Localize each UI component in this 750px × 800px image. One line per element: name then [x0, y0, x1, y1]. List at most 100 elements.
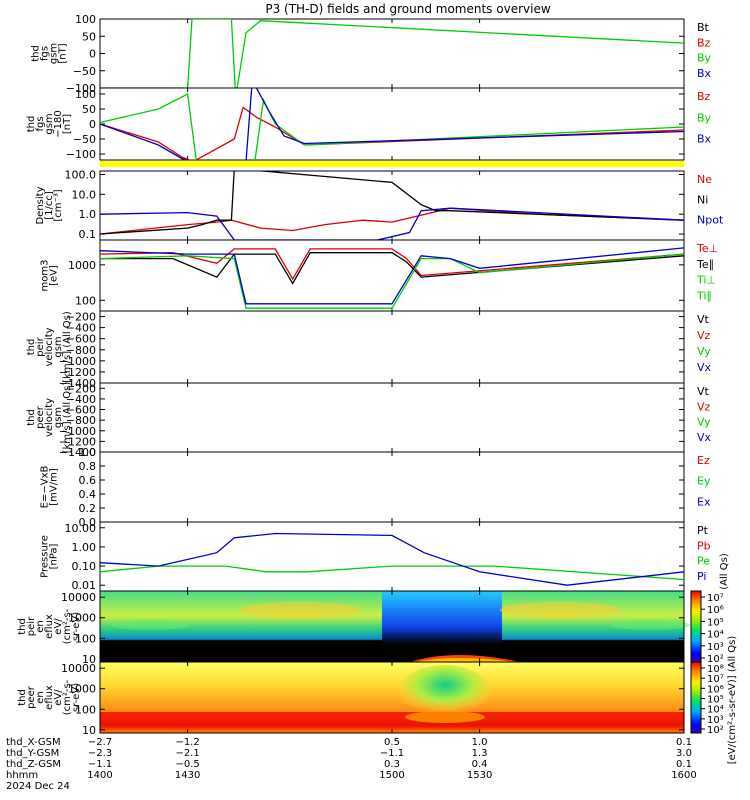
y-axis-label: en [35, 620, 46, 633]
y-tick-label: 10 [82, 653, 96, 666]
legend-entry-by: By [697, 52, 712, 65]
y-tick-label: 100 [75, 13, 96, 26]
colorbar-tick-label: 10⁷ [707, 593, 724, 604]
colorbar-label-ion: [eV/(cm²-s-sr-eV)] (All Qs) [727, 636, 738, 765]
series-line-npot [100, 207, 684, 240]
time-axis-value: 1400 [87, 770, 112, 781]
y-tick-label: 10000 [61, 662, 96, 675]
y-tick-label: −400 [66, 322, 96, 335]
y-axis-label: gsm [53, 336, 64, 357]
y-tick-label: 100 [75, 294, 96, 307]
time-axis-value: 0.5 [384, 737, 400, 748]
y-axis-label: mom3 [40, 260, 51, 292]
legend-entry-vx: Vx [697, 431, 712, 444]
legend-entry-bz: Bz [697, 90, 711, 103]
y-tick-label: 0.0 [79, 516, 97, 529]
y-tick-label: −50 [73, 65, 96, 78]
panel-frame [99, 170, 685, 241]
y-axis-label: eflux [44, 685, 55, 710]
y-axis-label: peir [35, 336, 46, 356]
legend-entry-te: Te⊥ [696, 242, 718, 255]
series-line-te [100, 252, 684, 285]
y-tick-label: 100 [75, 632, 96, 645]
legend-entry-ti: Ti⊥ [696, 274, 716, 287]
legend-entry-pe: Pe [697, 555, 710, 568]
series-line-bz [100, 106, 684, 160]
series-line-by [100, 92, 684, 160]
y-tick-label: −100 [66, 82, 96, 95]
panel-5: −200−400−600−800−1000−1200−1400 thdpeirve… [26, 310, 712, 390]
legend-entry-vy: Vy [697, 345, 711, 358]
y-axis-label: eV/ [53, 618, 64, 635]
legend-entry-vz: Vz [697, 329, 711, 342]
y-tick-label: −1400 [59, 377, 96, 390]
series-line-bx [100, 88, 684, 160]
y-tick-label: 1.0 [79, 446, 97, 459]
legend-entry-by: By [697, 111, 712, 124]
y-axis-label: gsm [49, 43, 60, 64]
legend-entry-te: Te∥ [696, 258, 714, 271]
legend-entry-bz: Bz [697, 36, 711, 49]
series-line-ni [100, 171, 684, 235]
legend-entry-vz: Vz [697, 400, 711, 413]
panel-9: 10000 1000 100 10 thdpeirenefluxeV/(cm²-s-sr… [17, 590, 685, 666]
y-tick-label: 0.2 [79, 502, 97, 515]
colorbar-tick-label: 10³ [707, 715, 724, 726]
y-tick-label: 1000 [68, 612, 96, 625]
y-axis-label: −180 [53, 110, 64, 137]
y-axis-label: peer [26, 685, 37, 709]
legend-entry-vy: Vy [697, 416, 711, 429]
y-tick-label: 100 [75, 88, 96, 101]
y-axis-label: thd [17, 618, 28, 635]
panel-frame [99, 310, 685, 384]
y-tick-label: −600 [66, 333, 96, 346]
chart-title: P3 (TH-D) fields and ground moments over… [265, 2, 550, 16]
panel-stack: 100500−50−100thdfgsgsm[nT]BtBzByBx100500… [26, 13, 730, 592]
legend-entry-ez: Ez [697, 454, 710, 467]
legend-entry-pt: Pt [697, 524, 709, 537]
time-axis-value: 1500 [379, 770, 404, 781]
y-axis-label: en [35, 691, 46, 704]
y-tick-label: −50 [73, 133, 96, 146]
panel-4: 1000 100 mom3[eV] Te⊥ Te∥ Ti⊥ Ti∥ [40, 239, 718, 312]
y-tick-label: 100.0 [65, 168, 97, 181]
y-tick-label: −800 [66, 414, 96, 427]
legend-entry-bt: Bt [697, 21, 710, 34]
series-line-ti [100, 253, 684, 309]
y-tick-label: −200 [66, 382, 96, 395]
colorbar-tick-label: 10⁸ [707, 664, 724, 675]
time-axis-value: 1530 [467, 770, 492, 781]
time-axis-row-label: hhmm [6, 770, 38, 781]
legend-entry-bx: Bx [697, 133, 712, 146]
legend-entry-ti: Ti∥ [696, 289, 712, 302]
panel-7: 1.00.80.60.40.20.0 E=−VxB[mV/m] Ez Ey Ex [40, 446, 711, 529]
y-axis-label: [nT] [62, 114, 73, 134]
y-axis-label: gsm [44, 113, 55, 134]
colorbar-tick-label: 10⁵ [707, 617, 724, 628]
y-axis-label: sr-eV) [71, 683, 82, 712]
y-tick-label: 0 [89, 48, 96, 61]
series-line-ti [100, 247, 684, 305]
colorbar-tick-label: 10⁵ [707, 695, 724, 706]
y-tick-label: 0.10 [72, 560, 97, 573]
time-axis-row-label: thd_Z-GSM [6, 759, 61, 770]
series-line-by [100, 19, 684, 88]
time-axis-value: −2.7 [88, 737, 112, 748]
y-axis-label: [km/s] (All Qs) [62, 311, 73, 383]
y-axis-label: thd [31, 45, 42, 62]
y-axis-label: fgs [40, 46, 51, 61]
y-tick-label: −1000 [59, 425, 96, 438]
panel-side-label: (All Qs) [719, 553, 730, 590]
spectrogram-frames: 10000100010010thdpeirenefluxeV/(cm²-s-sr… [17, 590, 685, 737]
y-axis-label: thd [26, 409, 37, 426]
time-axis-row-label: thd_X-GSM [6, 737, 61, 748]
y-tick-label: 0.4 [79, 488, 97, 501]
panel-frame [99, 239, 685, 312]
y-tick-label: 1000 [68, 259, 96, 272]
legend-entry-vx: Vx [697, 361, 712, 374]
y-tick-label: 10 [82, 724, 96, 737]
panel-6: −200−400−600−800−1000−1200−1400 thdpeerve… [26, 382, 712, 459]
legend-entry-npot: Npot [697, 214, 724, 227]
legend-entry-pi: Pi [697, 570, 706, 583]
